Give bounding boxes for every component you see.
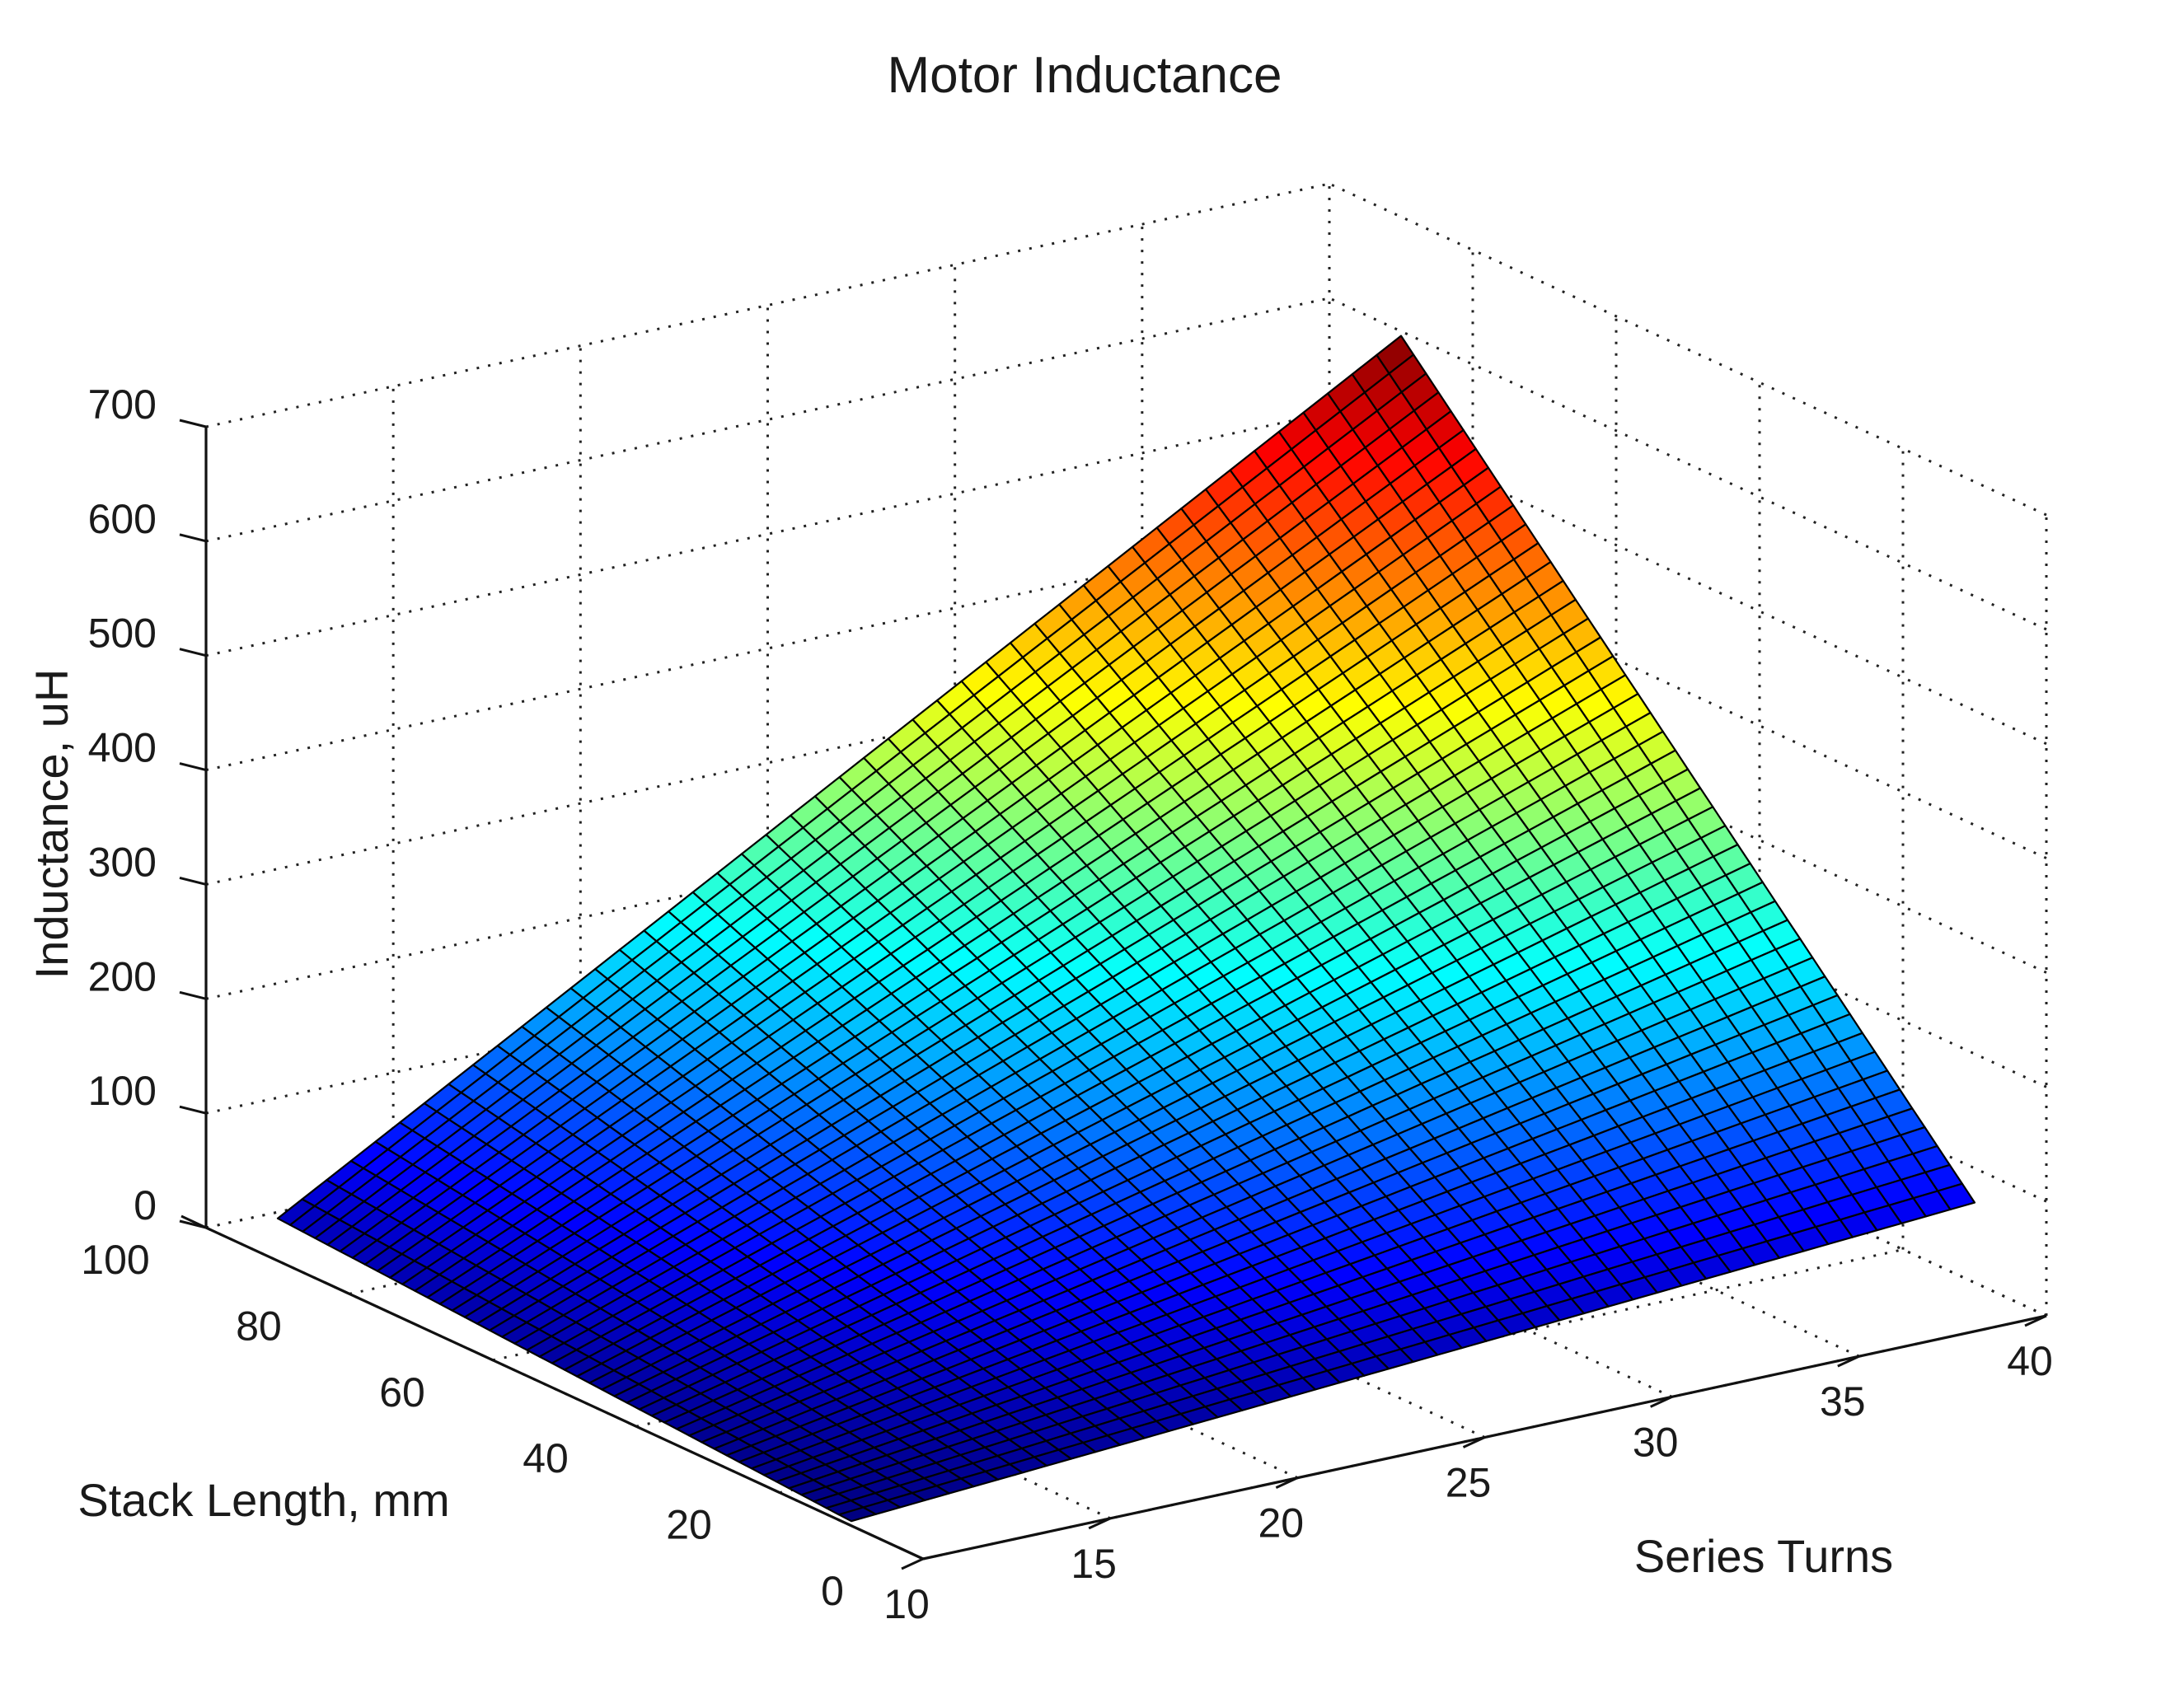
y-tick-label: 60 xyxy=(379,1369,425,1416)
x-axis-label: Series Turns xyxy=(1634,1530,1893,1582)
y-tick-mark xyxy=(324,1281,350,1295)
y-axis-label: Stack Length, mm xyxy=(77,1474,449,1526)
y-tick-label: 0 xyxy=(821,1568,844,1614)
z-tick-label: 400 xyxy=(88,725,157,771)
z-tick-mark xyxy=(179,1105,207,1115)
y-tick-mark xyxy=(611,1413,637,1428)
tick-labels: 1015202530354002040608010001002003004005… xyxy=(81,381,2053,1627)
z-tick-mark xyxy=(179,990,207,1000)
x-tick-mark xyxy=(1088,1517,1111,1530)
z-tick-label: 0 xyxy=(134,1182,157,1228)
grid-line-z-wall-left xyxy=(205,411,1330,657)
surface-cell xyxy=(837,1506,877,1523)
z-tick-mark xyxy=(179,762,207,772)
z-tick-mark xyxy=(179,419,207,428)
y-tick-label: 100 xyxy=(81,1237,149,1283)
x-tick-mark xyxy=(1650,1395,1673,1408)
y-tick-mark xyxy=(754,1480,780,1494)
z-tick-label: 100 xyxy=(88,1068,157,1114)
x-tick-label: 15 xyxy=(1071,1541,1117,1587)
x-tick-label: 25 xyxy=(1446,1460,1492,1506)
z-tick-label: 200 xyxy=(88,953,157,999)
x-tick-mark xyxy=(1837,1355,1860,1368)
grid-line-z-wall-left xyxy=(205,182,1330,428)
y-tick-mark xyxy=(898,1546,924,1561)
z-tick-mark xyxy=(179,533,207,543)
grid-line-y-floor xyxy=(779,1248,1904,1495)
z-tick-label: 700 xyxy=(88,381,157,428)
axes-lines xyxy=(179,419,2047,1570)
x-tick-label: 10 xyxy=(883,1581,930,1627)
x-tick-mark xyxy=(901,1557,924,1570)
z-tick-label: 600 xyxy=(88,496,157,542)
grid-line-z-wall-left xyxy=(205,297,1330,543)
y-tick-label: 20 xyxy=(666,1502,712,1548)
x-tick-label: 40 xyxy=(2007,1338,2053,1384)
z-tick-mark xyxy=(179,648,207,657)
y-tick-label: 80 xyxy=(236,1303,282,1349)
y-tick-label: 40 xyxy=(523,1435,569,1481)
x-tick-label: 20 xyxy=(1258,1500,1304,1547)
inductance-surface xyxy=(276,335,1976,1523)
z-tick-mark xyxy=(179,876,207,886)
grid-line-z-wall-right xyxy=(1329,297,2047,631)
x-tick-label: 30 xyxy=(1633,1419,1679,1465)
x-tick-mark xyxy=(2024,1314,2047,1327)
x-tick-mark xyxy=(1462,1436,1486,1448)
y-tick-mark xyxy=(467,1347,494,1362)
grid-line-z-wall-right xyxy=(1329,182,2047,517)
chart-title: Motor Inductance xyxy=(887,47,1282,104)
x-tick-label: 35 xyxy=(1820,1378,1866,1425)
z-tick-label: 500 xyxy=(88,611,157,657)
z-tick-mark xyxy=(179,1219,207,1229)
z-axis-label: Inductance, uH xyxy=(26,669,77,980)
z-tick-label: 300 xyxy=(88,839,157,885)
x-tick-mark xyxy=(1275,1476,1298,1490)
